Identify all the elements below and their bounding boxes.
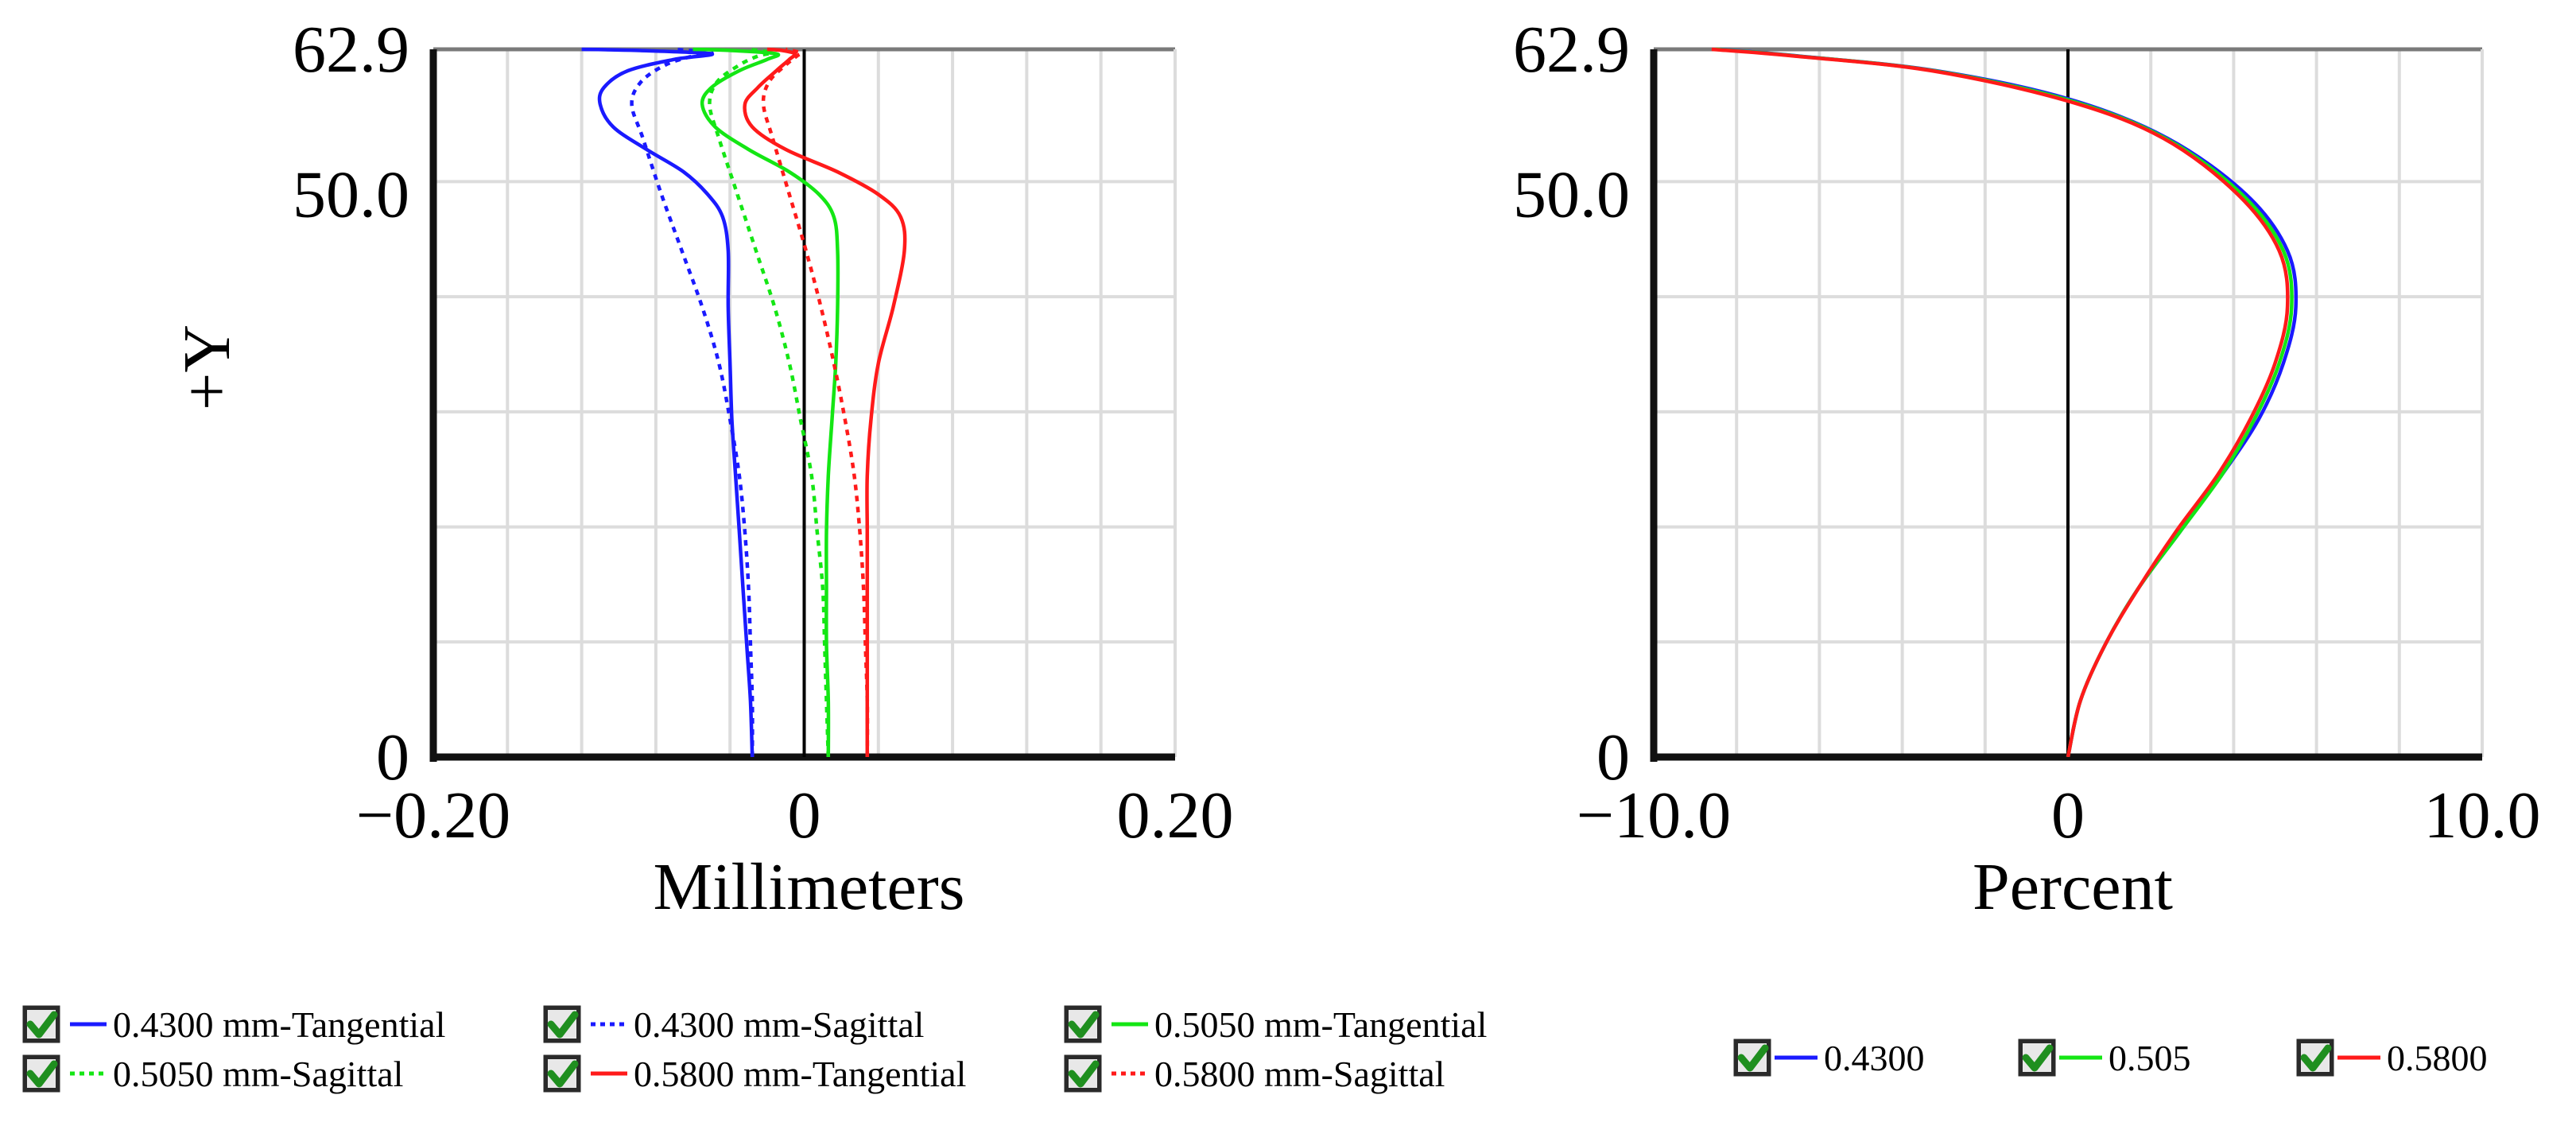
legend-item[interactable]: 0.4300 mm-Sagittal	[543, 1004, 924, 1045]
y-tick-label: 0	[376, 720, 409, 794]
y-tick-label: 0	[1596, 720, 1630, 794]
legend-item[interactable]: 0.5800 mm-Tangential	[543, 1054, 966, 1094]
x-tick-label: 10.0	[2424, 778, 2541, 852]
field-curvature-legend[interactable]: 0.4300 mm-Tangential 0.4300 mm-Sagittal 0.…	[22, 1004, 1487, 1094]
legend-label: 0.505	[2109, 1038, 2191, 1078]
series-group	[1711, 47, 2299, 757]
series-line-0-4300-mm-tangential	[581, 47, 755, 757]
x-tick-label: 0	[788, 778, 821, 852]
check-icon[interactable]	[1733, 1039, 1771, 1077]
check-icon[interactable]	[543, 1005, 581, 1043]
check-icon[interactable]	[1064, 1054, 1102, 1093]
legend-label: 0.4300 mm-Tangential	[113, 1004, 445, 1045]
legend-item[interactable]: 0.5800	[2296, 1038, 2488, 1078]
legend-item[interactable]: 0.505	[2018, 1038, 2191, 1078]
legend-label: 0.5800 mm-Sagittal	[1154, 1054, 1445, 1094]
series-line-0-5800	[1711, 47, 2290, 757]
x-axis-title: Millimeters	[654, 850, 965, 924]
series-line-0-5050-mm-tangential	[692, 47, 840, 757]
series-line-0-5800-mm-sagittal	[761, 47, 870, 757]
series-line-0-4300-mm-sagittal	[630, 47, 755, 757]
check-icon[interactable]	[22, 1054, 60, 1093]
check-icon[interactable]	[2296, 1039, 2334, 1077]
legend-label: 0.5800	[2387, 1038, 2488, 1078]
distortion-legend[interactable]: 0.4300 0.505 0.5800	[1733, 1038, 2488, 1078]
check-icon[interactable]	[1064, 1005, 1102, 1043]
y-tick-label: 62.9	[293, 13, 409, 87]
x-tick-label: 0	[2051, 778, 2085, 852]
legend-item[interactable]: 0.5800 mm-Sagittal	[1064, 1054, 1445, 1094]
legend-item[interactable]: 0.4300 mm-Tangential	[22, 1004, 445, 1045]
check-icon[interactable]	[2018, 1039, 2056, 1077]
legend-item[interactable]: 0.5050 mm-Sagittal	[22, 1054, 403, 1094]
series-line-0-5800-mm-tangential	[743, 47, 907, 757]
legend-label: 0.5050 mm-Sagittal	[113, 1054, 403, 1094]
x-tick-label: −10.0	[1577, 778, 1731, 852]
y-tick-label: 50.0	[293, 158, 409, 232]
legend-label: 0.5800 mm-Tangential	[634, 1054, 966, 1094]
legend-label: 0.5050 mm-Tangential	[1154, 1004, 1487, 1045]
x-axis-title: Percent	[1973, 850, 2173, 924]
legend-label: 0.4300 mm-Sagittal	[634, 1004, 924, 1045]
check-icon[interactable]	[22, 1005, 60, 1043]
x-tick-label: −0.20	[356, 778, 510, 852]
y-tick-label: 62.9	[1513, 13, 1630, 87]
x-tick-label: 0.20	[1117, 778, 1234, 852]
legend-label: 0.4300	[1824, 1038, 1925, 1078]
legend-item[interactable]: 0.4300	[1733, 1038, 1925, 1078]
y-tick-label: 50.0	[1513, 158, 1630, 232]
series-group	[581, 47, 907, 757]
y-axis-title: +Y	[170, 324, 244, 410]
series-line-0-5050-mm-sagittal	[708, 47, 831, 757]
legend-item[interactable]: 0.5050 mm-Tangential	[1064, 1004, 1487, 1045]
check-icon[interactable]	[543, 1054, 581, 1093]
